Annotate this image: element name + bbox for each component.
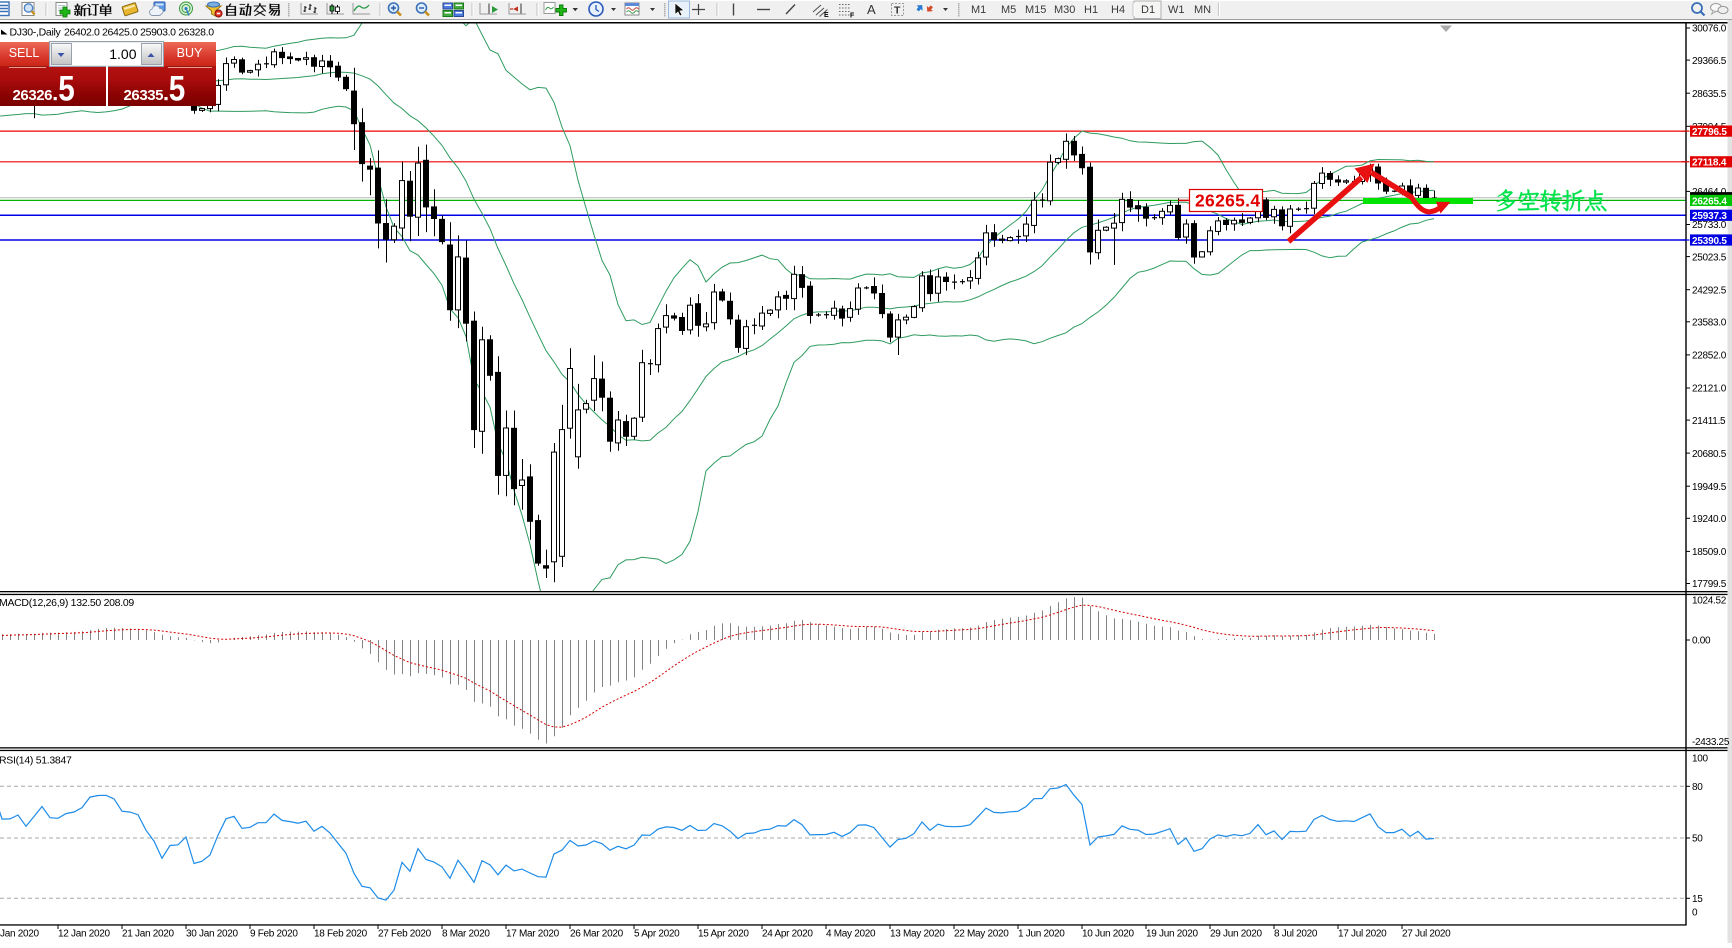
svg-text:5: 5 (58, 69, 74, 106)
svg-text:80: 80 (1692, 782, 1703, 793)
svg-text:0: 0 (1692, 908, 1698, 919)
svg-text:W1: W1 (1168, 4, 1185, 16)
svg-text:19240.0: 19240.0 (1692, 514, 1727, 525)
svg-text:26402.0 26425.0 25903.0 26328.: 26402.0 26425.0 25903.0 26328.0 (64, 27, 214, 39)
svg-text:20680.5: 20680.5 (1692, 449, 1727, 460)
svg-text:19 Jun 2020: 19 Jun 2020 (1146, 929, 1198, 940)
svg-text:10 Jun 2020: 10 Jun 2020 (1082, 929, 1134, 940)
svg-text:13 May 2020: 13 May 2020 (890, 929, 945, 940)
svg-text:27 Feb 2020: 27 Feb 2020 (378, 929, 432, 940)
svg-text:30 Jan 2020: 30 Jan 2020 (186, 929, 238, 940)
svg-text:H4: H4 (1111, 4, 1125, 16)
svg-text:MACD(12,26,9) 132.50 208.09: MACD(12,26,9) 132.50 208.09 (0, 597, 134, 609)
svg-text:24292.5: 24292.5 (1692, 285, 1727, 296)
svg-text:22 May 2020: 22 May 2020 (954, 929, 1009, 940)
svg-text:15: 15 (1692, 894, 1703, 905)
svg-text:M15: M15 (1025, 4, 1046, 16)
svg-text:1024.52: 1024.52 (1692, 596, 1727, 607)
svg-text:-2433.25: -2433.25 (1692, 737, 1730, 748)
svg-text:23583.0: 23583.0 (1692, 318, 1727, 329)
svg-text:A: A (867, 2, 876, 17)
svg-text:24 Apr 2020: 24 Apr 2020 (762, 929, 813, 940)
svg-text:100: 100 (1692, 754, 1709, 765)
svg-text:5 Apr 2020: 5 Apr 2020 (634, 929, 680, 940)
svg-text:4 May 2020: 4 May 2020 (826, 929, 876, 940)
svg-text:15 Apr 2020: 15 Apr 2020 (698, 929, 749, 940)
svg-text:8 Mar 2020: 8 Mar 2020 (442, 929, 490, 940)
svg-text:12 Jan 2020: 12 Jan 2020 (58, 929, 110, 940)
svg-text:26 Mar 2020: 26 Mar 2020 (570, 929, 624, 940)
svg-text:M30: M30 (1054, 4, 1075, 16)
svg-text:18 Feb 2020: 18 Feb 2020 (314, 929, 368, 940)
svg-text:27118.4: 27118.4 (1692, 158, 1727, 169)
svg-text:21411.5: 21411.5 (1692, 416, 1726, 427)
svg-text:18509.0: 18509.0 (1692, 547, 1727, 558)
svg-text:50: 50 (1692, 834, 1703, 845)
svg-text:1 Jun 2020: 1 Jun 2020 (1018, 929, 1065, 940)
svg-text:22852.0: 22852.0 (1692, 351, 1727, 362)
svg-text:F: F (850, 13, 855, 20)
svg-text:8 Jul 2020: 8 Jul 2020 (1274, 929, 1318, 940)
svg-text:5: 5 (169, 69, 186, 106)
svg-text:27796.5: 27796.5 (1692, 127, 1727, 138)
svg-text:22121.0: 22121.0 (1692, 384, 1727, 395)
svg-text:E: E (824, 12, 829, 19)
svg-text:M1: M1 (971, 4, 986, 16)
svg-text:17 Mar 2020: 17 Mar 2020 (506, 929, 560, 940)
svg-text:17799.5: 17799.5 (1692, 579, 1727, 590)
svg-text:1.00: 1.00 (109, 46, 136, 62)
svg-text:27 Jul 2020: 27 Jul 2020 (1402, 929, 1451, 940)
svg-text:0.00: 0.00 (1692, 636, 1711, 647)
svg-text:H1: H1 (1084, 4, 1098, 16)
svg-text:T: T (894, 5, 901, 17)
svg-text:17 Jul 2020: 17 Jul 2020 (1338, 929, 1387, 940)
svg-text:DJ30-,Daily: DJ30-,Daily (10, 27, 62, 39)
svg-text:25390.5: 25390.5 (1692, 236, 1727, 247)
svg-text:D1: D1 (1141, 4, 1155, 16)
svg-text:19949.5: 19949.5 (1692, 482, 1727, 493)
svg-text:Jan 2020: Jan 2020 (0, 929, 39, 940)
svg-text:M5: M5 (1001, 4, 1016, 16)
svg-text:9 Feb 2020: 9 Feb 2020 (250, 929, 298, 940)
svg-text:28635.5: 28635.5 (1692, 89, 1727, 100)
svg-text:29 Jun 2020: 29 Jun 2020 (1210, 929, 1262, 940)
svg-text:MN: MN (1194, 4, 1211, 16)
svg-text:25937.3: 25937.3 (1692, 211, 1727, 222)
svg-text:21 Jan 2020: 21 Jan 2020 (122, 929, 174, 940)
svg-text:25023.5: 25023.5 (1692, 252, 1727, 263)
svg-text:26265.4: 26265.4 (1195, 191, 1260, 211)
svg-text:26326: 26326 (13, 87, 53, 104)
svg-text:26265.4: 26265.4 (1692, 196, 1727, 207)
svg-text:29366.5: 29366.5 (1692, 56, 1727, 67)
svg-text:26335: 26335 (124, 87, 164, 104)
svg-text:RSI(14) 51.3847: RSI(14) 51.3847 (0, 755, 72, 767)
